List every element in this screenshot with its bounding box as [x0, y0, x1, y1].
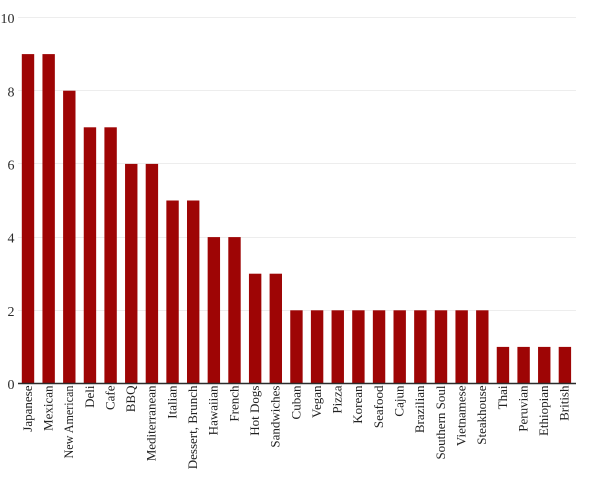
svg-text:Dessert, Brunch: Dessert, Brunch: [185, 385, 200, 469]
svg-text:Mediterranean: Mediterranean: [144, 385, 159, 461]
svg-text:British: British: [557, 385, 572, 421]
svg-text:Brazilian: Brazilian: [412, 385, 427, 433]
svg-text:BBQ: BBQ: [123, 385, 138, 412]
svg-text:Steakhouse: Steakhouse: [474, 385, 489, 444]
svg-text:French: French: [226, 385, 241, 422]
svg-text:Southern Soul: Southern Soul: [433, 385, 448, 459]
svg-text:New American: New American: [61, 385, 76, 458]
svg-text:0: 0: [8, 378, 15, 393]
svg-text:Ethiopian: Ethiopian: [536, 385, 551, 436]
svg-text:6: 6: [8, 159, 15, 174]
svg-text:Italian: Italian: [164, 385, 179, 419]
svg-text:Cajun: Cajun: [392, 385, 407, 417]
svg-text:Cafe: Cafe: [102, 385, 117, 410]
svg-text:Vietnamese: Vietnamese: [453, 385, 468, 446]
svg-text:4: 4: [8, 232, 15, 247]
svg-text:Seafood: Seafood: [371, 385, 386, 428]
svg-text:Thai: Thai: [495, 385, 510, 409]
svg-text:Sandwiches: Sandwiches: [268, 386, 283, 448]
svg-text:8: 8: [8, 85, 15, 100]
svg-text:10: 10: [1, 12, 15, 27]
svg-text:Mexican: Mexican: [40, 385, 55, 431]
svg-text:Japanese: Japanese: [20, 385, 35, 431]
svg-text:Deli: Deli: [82, 385, 97, 408]
svg-text:2: 2: [8, 305, 15, 320]
svg-text:Peruvian: Peruvian: [515, 385, 530, 432]
svg-text:Hot Dogs: Hot Dogs: [247, 386, 262, 436]
svg-text:Korean: Korean: [350, 385, 365, 424]
svg-text:Pizza: Pizza: [330, 385, 345, 413]
svg-text:Cuban: Cuban: [288, 385, 303, 419]
svg-text:Hawaiian: Hawaiian: [206, 385, 221, 435]
svg-text:Vegan: Vegan: [309, 385, 324, 418]
